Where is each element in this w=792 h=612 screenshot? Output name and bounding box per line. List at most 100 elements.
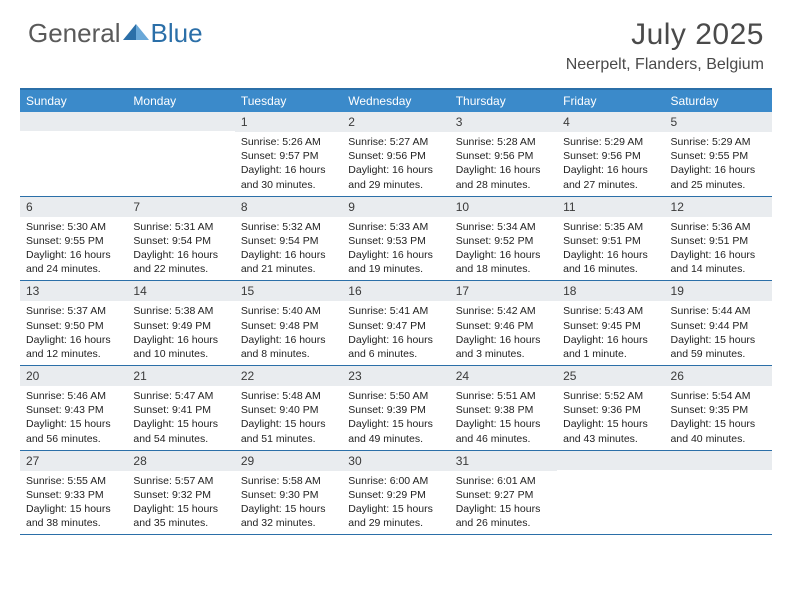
daylight-line: Daylight: 15 hours and 54 minutes. — [133, 417, 228, 445]
day-number: 23 — [342, 366, 449, 386]
daylight-line: Daylight: 15 hours and 56 minutes. — [26, 417, 121, 445]
calendar-week: 1Sunrise: 5:26 AMSunset: 9:57 PMDaylight… — [20, 112, 772, 197]
daylight-line: Daylight: 16 hours and 8 minutes. — [241, 333, 336, 361]
day-number: 14 — [127, 281, 234, 301]
calendar-cell: 18Sunrise: 5:43 AMSunset: 9:45 PMDayligh… — [557, 281, 664, 365]
sunrise-line: Sunrise: 5:47 AM — [133, 389, 228, 403]
daylight-line: Daylight: 15 hours and 46 minutes. — [456, 417, 551, 445]
calendar-week: 27Sunrise: 5:55 AMSunset: 9:33 PMDayligh… — [20, 451, 772, 536]
brand-text-part2: Blue — [151, 18, 203, 49]
sunset-line: Sunset: 9:54 PM — [241, 234, 336, 248]
calendar-cell: 13Sunrise: 5:37 AMSunset: 9:50 PMDayligh… — [20, 281, 127, 365]
day-info: Sunrise: 5:40 AMSunset: 9:48 PMDaylight:… — [235, 301, 342, 365]
day-info: Sunrise: 5:33 AMSunset: 9:53 PMDaylight:… — [342, 217, 449, 281]
sunset-line: Sunset: 9:35 PM — [671, 403, 766, 417]
day-info: Sunrise: 5:51 AMSunset: 9:38 PMDaylight:… — [450, 386, 557, 450]
day-number: 20 — [20, 366, 127, 386]
daylight-line: Daylight: 16 hours and 21 minutes. — [241, 248, 336, 276]
day-header: Thursday — [450, 90, 557, 112]
daylight-line: Daylight: 15 hours and 38 minutes. — [26, 502, 121, 530]
day-info: Sunrise: 5:42 AMSunset: 9:46 PMDaylight:… — [450, 301, 557, 365]
day-number: 5 — [665, 112, 772, 132]
calendar-cell: 5Sunrise: 5:29 AMSunset: 9:55 PMDaylight… — [665, 112, 772, 196]
daylight-line: Daylight: 16 hours and 1 minute. — [563, 333, 658, 361]
day-info: Sunrise: 5:29 AMSunset: 9:56 PMDaylight:… — [557, 132, 664, 196]
sunrise-line: Sunrise: 5:34 AM — [456, 220, 551, 234]
daylight-line: Daylight: 15 hours and 40 minutes. — [671, 417, 766, 445]
day-number: 12 — [665, 197, 772, 217]
calendar-cell — [557, 451, 664, 535]
daylight-line: Daylight: 16 hours and 30 minutes. — [241, 163, 336, 191]
day-header: Saturday — [665, 90, 772, 112]
sunrise-line: Sunrise: 5:44 AM — [671, 304, 766, 318]
calendar-cell — [127, 112, 234, 196]
day-number: 29 — [235, 451, 342, 471]
sunset-line: Sunset: 9:47 PM — [348, 319, 443, 333]
sunrise-line: Sunrise: 5:38 AM — [133, 304, 228, 318]
sunrise-line: Sunrise: 5:31 AM — [133, 220, 228, 234]
calendar-cell: 2Sunrise: 5:27 AMSunset: 9:56 PMDaylight… — [342, 112, 449, 196]
calendar-cell: 25Sunrise: 5:52 AMSunset: 9:36 PMDayligh… — [557, 366, 664, 450]
sunrise-line: Sunrise: 5:37 AM — [26, 304, 121, 318]
day-header-row: SundayMondayTuesdayWednesdayThursdayFrid… — [20, 90, 772, 112]
sunrise-line: Sunrise: 5:54 AM — [671, 389, 766, 403]
sunrise-line: Sunrise: 5:29 AM — [563, 135, 658, 149]
day-info: Sunrise: 5:38 AMSunset: 9:49 PMDaylight:… — [127, 301, 234, 365]
calendar-cell: 19Sunrise: 5:44 AMSunset: 9:44 PMDayligh… — [665, 281, 772, 365]
calendar-cell: 24Sunrise: 5:51 AMSunset: 9:38 PMDayligh… — [450, 366, 557, 450]
day-number: 22 — [235, 366, 342, 386]
day-number: 18 — [557, 281, 664, 301]
sunrise-line: Sunrise: 5:58 AM — [241, 474, 336, 488]
sunset-line: Sunset: 9:38 PM — [456, 403, 551, 417]
calendar-cell: 3Sunrise: 5:28 AMSunset: 9:56 PMDaylight… — [450, 112, 557, 196]
calendar-week: 6Sunrise: 5:30 AMSunset: 9:55 PMDaylight… — [20, 197, 772, 282]
sunrise-line: Sunrise: 5:57 AM — [133, 474, 228, 488]
sunset-line: Sunset: 9:51 PM — [671, 234, 766, 248]
sunset-line: Sunset: 9:54 PM — [133, 234, 228, 248]
calendar-cell: 9Sunrise: 5:33 AMSunset: 9:53 PMDaylight… — [342, 197, 449, 281]
sunset-line: Sunset: 9:48 PM — [241, 319, 336, 333]
day-number: 26 — [665, 366, 772, 386]
sunrise-line: Sunrise: 5:50 AM — [348, 389, 443, 403]
sunset-line: Sunset: 9:55 PM — [671, 149, 766, 163]
daylight-line: Daylight: 16 hours and 28 minutes. — [456, 163, 551, 191]
day-number: 11 — [557, 197, 664, 217]
day-info: Sunrise: 5:28 AMSunset: 9:56 PMDaylight:… — [450, 132, 557, 196]
daylight-line: Daylight: 16 hours and 6 minutes. — [348, 333, 443, 361]
sunrise-line: Sunrise: 5:48 AM — [241, 389, 336, 403]
sunset-line: Sunset: 9:40 PM — [241, 403, 336, 417]
daylight-line: Daylight: 16 hours and 3 minutes. — [456, 333, 551, 361]
day-info: Sunrise: 5:43 AMSunset: 9:45 PMDaylight:… — [557, 301, 664, 365]
day-number: 15 — [235, 281, 342, 301]
calendar-cell: 28Sunrise: 5:57 AMSunset: 9:32 PMDayligh… — [127, 451, 234, 535]
daylight-line: Daylight: 15 hours and 51 minutes. — [241, 417, 336, 445]
sunrise-line: Sunrise: 5:36 AM — [671, 220, 766, 234]
day-info: Sunrise: 5:58 AMSunset: 9:30 PMDaylight:… — [235, 471, 342, 535]
day-info: Sunrise: 6:00 AMSunset: 9:29 PMDaylight:… — [342, 471, 449, 535]
sunset-line: Sunset: 9:45 PM — [563, 319, 658, 333]
sunrise-line: Sunrise: 5:26 AM — [241, 135, 336, 149]
sunrise-line: Sunrise: 5:33 AM — [348, 220, 443, 234]
daylight-line: Daylight: 16 hours and 27 minutes. — [563, 163, 658, 191]
sunrise-line: Sunrise: 5:51 AM — [456, 389, 551, 403]
day-header: Wednesday — [342, 90, 449, 112]
calendar-cell: 27Sunrise: 5:55 AMSunset: 9:33 PMDayligh… — [20, 451, 127, 535]
brand-logo: General Blue — [28, 18, 203, 49]
sunset-line: Sunset: 9:33 PM — [26, 488, 121, 502]
calendar-cell: 14Sunrise: 5:38 AMSunset: 9:49 PMDayligh… — [127, 281, 234, 365]
sunrise-line: Sunrise: 5:32 AM — [241, 220, 336, 234]
day-info: Sunrise: 5:31 AMSunset: 9:54 PMDaylight:… — [127, 217, 234, 281]
calendar-cell — [20, 112, 127, 196]
day-info: Sunrise: 5:48 AMSunset: 9:40 PMDaylight:… — [235, 386, 342, 450]
calendar-cell: 21Sunrise: 5:47 AMSunset: 9:41 PMDayligh… — [127, 366, 234, 450]
daylight-line: Daylight: 16 hours and 24 minutes. — [26, 248, 121, 276]
calendar-cell: 6Sunrise: 5:30 AMSunset: 9:55 PMDaylight… — [20, 197, 127, 281]
day-number — [665, 451, 772, 470]
calendar-body: 1Sunrise: 5:26 AMSunset: 9:57 PMDaylight… — [20, 112, 772, 535]
calendar-cell: 11Sunrise: 5:35 AMSunset: 9:51 PMDayligh… — [557, 197, 664, 281]
day-number: 31 — [450, 451, 557, 471]
day-info: Sunrise: 5:50 AMSunset: 9:39 PMDaylight:… — [342, 386, 449, 450]
sunset-line: Sunset: 9:27 PM — [456, 488, 551, 502]
daylight-line: Daylight: 15 hours and 35 minutes. — [133, 502, 228, 530]
day-info: Sunrise: 5:46 AMSunset: 9:43 PMDaylight:… — [20, 386, 127, 450]
